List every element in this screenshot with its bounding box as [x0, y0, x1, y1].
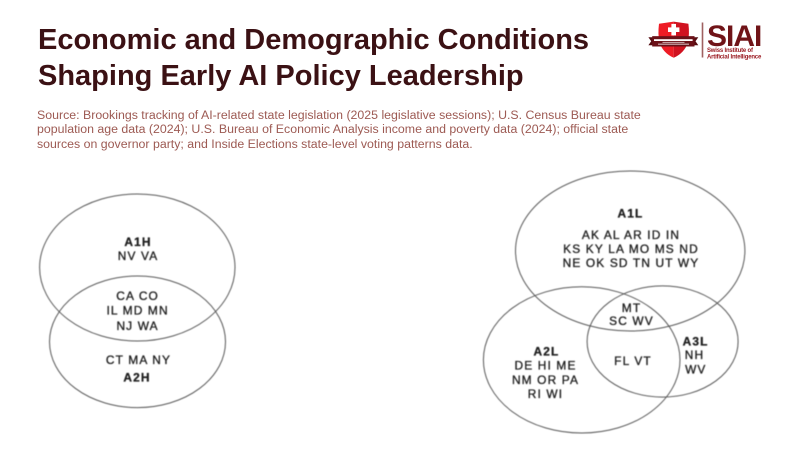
- svg-text:SIAI: SIAI: [707, 20, 761, 53]
- svg-text:KS KY LA MO MS ND: KS KY LA MO MS ND: [563, 242, 699, 256]
- svg-text:NE OK SD TN UT WY: NE OK SD TN UT WY: [563, 256, 700, 270]
- svg-text:Artificial Intelligence: Artificial Intelligence: [707, 54, 762, 60]
- svg-text:MT: MT: [622, 301, 641, 315]
- svg-text:Swiss Institute of: Swiss Institute of: [707, 48, 754, 54]
- svg-text:A2H: A2H: [123, 371, 150, 385]
- svg-text:WV: WV: [685, 362, 706, 376]
- svg-text:CA CO: CA CO: [116, 289, 159, 303]
- svg-text:A1H: A1H: [124, 235, 151, 249]
- svg-text:IL MD MN: IL MD MN: [106, 304, 168, 318]
- svg-text:DE HI ME: DE HI ME: [514, 358, 576, 372]
- svg-text:NJ WA: NJ WA: [116, 319, 158, 333]
- svg-text:AK AL AR ID IN: AK AL AR ID IN: [582, 228, 680, 242]
- svg-text:A2L: A2L: [534, 345, 560, 359]
- svg-text:NV VA: NV VA: [118, 249, 159, 263]
- svg-text:CT MA NY: CT MA NY: [106, 353, 171, 367]
- svg-text:A1L: A1L: [618, 207, 644, 221]
- svg-text:NH: NH: [685, 348, 704, 362]
- svg-text:FL VT: FL VT: [614, 354, 652, 368]
- svg-text:NM OR PA: NM OR PA: [512, 373, 579, 387]
- svg-text:A3L: A3L: [683, 335, 709, 349]
- svg-text:SC WV: SC WV: [609, 314, 654, 328]
- svg-text:RI WI: RI WI: [528, 387, 563, 401]
